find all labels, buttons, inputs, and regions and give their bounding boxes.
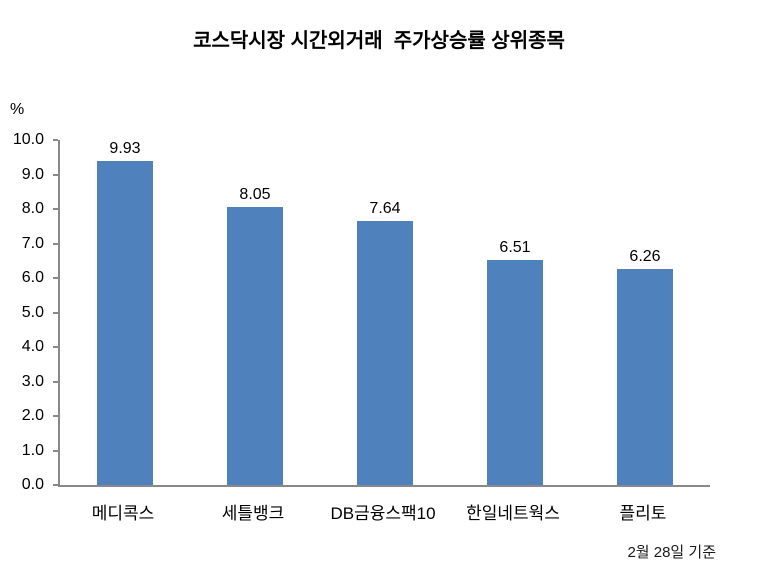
y-axis-tick-label: 7.0: [21, 234, 44, 252]
bar-value-label: 8.05: [239, 186, 271, 204]
x-axis-category-label: 플리토: [619, 504, 667, 523]
y-axis-tick-label: 2.0: [21, 407, 44, 424]
footnote: 2월 28일 기준: [627, 544, 716, 561]
x-axis-category-label: 한일네트웍스: [466, 504, 560, 523]
y-axis-tick-label: 5.0: [21, 303, 44, 321]
y-axis-tick-mark: [53, 380, 58, 383]
y-axis-tick-mark: [53, 208, 58, 210]
bar-value-label: 6.51: [499, 239, 531, 257]
y-axis-tick-label: 9.0: [21, 165, 44, 183]
y-axis-tick-label: 1.0: [21, 441, 44, 459]
x-axis-category-label: DB금융스팩10: [330, 504, 436, 523]
bar: [487, 260, 543, 485]
bar: [617, 269, 673, 485]
bar-group: 7.64: [320, 140, 450, 485]
x-axis-category-label: 세틀뱅크: [221, 504, 285, 523]
y-axis-tick-mark: [53, 415, 58, 417]
bar-value-label: 6.26: [629, 248, 661, 266]
x-axis: 메디콕스 세틀뱅크 DB금융스팩10 한일네트웍스 플리토: [58, 499, 708, 524]
y-axis-tick-label: 8.0: [21, 200, 44, 217]
y-axis-tick-label: 10.0: [12, 131, 44, 148]
bars-container: 9.93 8.05 7.64 6.51 6.26: [60, 140, 710, 485]
bar-group: 8.05: [190, 140, 320, 485]
y-axis-tick-mark: [53, 346, 58, 348]
bar: [357, 221, 413, 485]
y-axis-tick-mark: [53, 277, 58, 279]
bar-value-label: 7.64: [369, 200, 401, 218]
x-axis-category-label: 메디콕스: [91, 504, 155, 523]
bar-group: 9.93: [60, 140, 190, 485]
y-axis-tick-mark: [53, 311, 58, 314]
bar: [97, 161, 153, 485]
y-axis-tick-label: 3.0: [21, 372, 44, 390]
y-axis-tick-label: 6.0: [21, 269, 44, 286]
y-axis-tick-label: 4.0: [21, 338, 44, 355]
y-axis-tick-mark: [53, 242, 58, 245]
plot-area: 9.93 8.05 7.64 6.51 6.26: [53, 139, 710, 487]
y-axis-tick-label: 0.0: [21, 476, 44, 493]
chart-title: 코스닥시장 시간외거래 주가상승률 상위종목: [193, 30, 565, 52]
y-axis-unit-label: %: [10, 101, 25, 118]
y-axis: 10.0 9.0 8.0 7.0 6.0 5.0 4.0 3.0 2.0 1.0 0.0: [0, 131, 50, 493]
bar-group: 6.26: [580, 140, 710, 485]
y-axis-tick-mark: [53, 449, 58, 452]
y-axis-tick-mark: [53, 484, 58, 486]
bar: [227, 207, 283, 485]
bar-value-label: 9.93: [109, 140, 141, 157]
y-axis-tick-mark: [53, 173, 58, 176]
y-axis-tick-mark: [53, 139, 58, 141]
bar-group: 6.51: [450, 140, 580, 485]
